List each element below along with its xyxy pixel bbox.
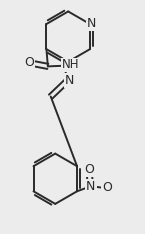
Text: N: N bbox=[86, 180, 96, 193]
Text: O: O bbox=[84, 163, 94, 176]
Text: O: O bbox=[102, 181, 112, 194]
Text: N: N bbox=[87, 17, 96, 30]
Text: NH: NH bbox=[62, 58, 80, 71]
Text: N: N bbox=[65, 73, 74, 87]
Text: O: O bbox=[24, 56, 34, 69]
